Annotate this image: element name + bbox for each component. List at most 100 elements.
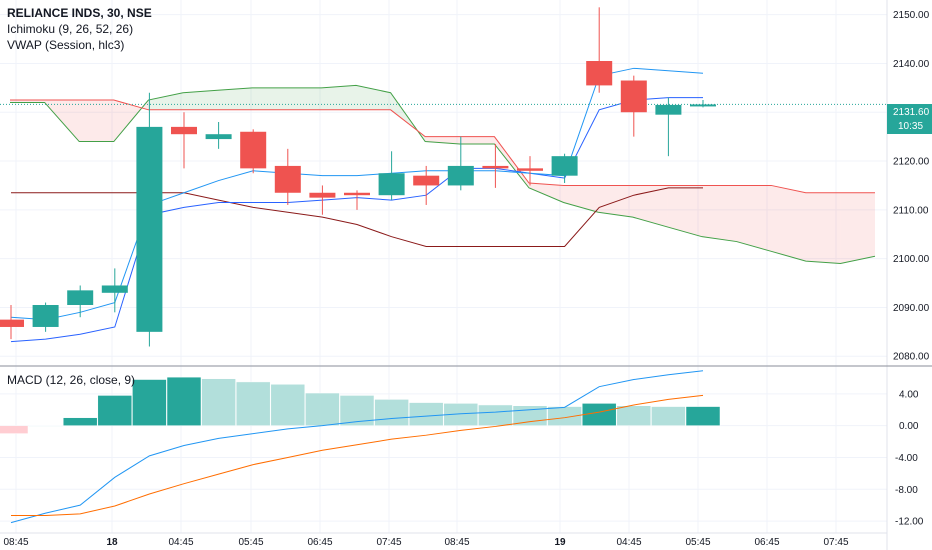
macd-histogram-bar	[478, 404, 513, 426]
time-tick-label: 06:45	[307, 537, 332, 548]
cloud-segment	[805, 192, 841, 264]
vwap-line	[10, 67, 704, 321]
span-a-line	[10, 84, 876, 265]
macd-histogram-bar	[374, 399, 409, 426]
macd-histogram-bar	[97, 395, 133, 426]
last-price-tag: 2131.60 10:35	[887, 104, 932, 134]
macd-tick-label: 0.00	[899, 421, 919, 432]
time-tick-label: 18	[106, 537, 118, 548]
cloud-segment	[632, 185, 668, 227]
last-price-tag-bg	[887, 104, 932, 134]
macd-histogram-bar	[408, 402, 444, 426]
macd-tick-label: -4.00	[895, 453, 918, 464]
candle-body	[551, 156, 578, 176]
cloud-segment	[183, 90, 218, 110]
base-line	[11, 187, 703, 247]
macd-histogram-bar	[201, 378, 236, 426]
cloud-segment	[459, 136, 495, 144]
macd-tick-label: -8.00	[895, 485, 918, 496]
macd-pane[interactable]	[0, 370, 721, 524]
symbol-title: RELIANCE INDS, 30, NSE	[7, 6, 152, 20]
cloud-segment	[702, 185, 737, 242]
candle-body	[67, 290, 94, 305]
time-tick-label: 07:45	[376, 537, 401, 548]
time-tick-label: 04:45	[616, 537, 641, 548]
cloud-segment	[252, 87, 287, 110]
macd-title[interactable]: MACD (12, 26, close, 9)	[7, 373, 136, 387]
cloud-segment	[217, 87, 253, 110]
cloud-segment	[113, 100, 149, 142]
signal-line	[11, 394, 704, 517]
candle-body	[517, 168, 543, 171]
price-tick-label: 2150.00	[893, 10, 930, 21]
macd-histogram-bar	[0, 425, 29, 434]
time-tick-label: 08:45	[444, 537, 469, 548]
time-tick-label: 08:45	[3, 537, 28, 548]
price-tick-label: 2090.00	[893, 303, 930, 314]
cloud-segment	[736, 185, 772, 252]
cloud-segment	[494, 136, 529, 188]
time-tick-label: 07:45	[823, 537, 848, 548]
price-tick-label: 2100.00	[893, 254, 930, 265]
candle-body	[171, 126, 197, 135]
candle-body	[344, 192, 370, 196]
macd-histogram-bar	[616, 405, 652, 426]
macd-histogram-bar	[235, 381, 271, 426]
cloud-segment	[529, 183, 564, 203]
macd-histogram-bar	[62, 417, 98, 426]
cloud-segment	[148, 92, 183, 110]
candle-body	[309, 192, 336, 198]
candle-body	[240, 131, 267, 169]
macd-histogram-bar	[166, 376, 202, 426]
cloud-segment	[356, 85, 391, 110]
span-b-line	[10, 99, 875, 194]
candle-body	[620, 80, 647, 113]
candle-body	[136, 126, 163, 332]
indicator-vwap[interactable]: VWAP (Session, hlc3)	[7, 38, 125, 52]
cloud-segment	[563, 185, 599, 213]
cloud-segment	[286, 87, 322, 110]
macd-histogram-bar	[547, 406, 582, 426]
candle-body	[586, 61, 613, 86]
candle-body	[690, 104, 716, 107]
macd-histogram-bar	[651, 406, 686, 426]
cloud-segment	[840, 192, 875, 264]
macd-tick-label: 4.00	[899, 389, 919, 400]
grid	[0, 0, 887, 533]
time-tick-label: 06:45	[754, 537, 779, 548]
countdown-label: 10:35	[898, 121, 923, 132]
candle-body	[101, 285, 128, 293]
macd-tick-label: -12.00	[895, 517, 924, 528]
price-tick-label: 2080.00	[893, 352, 930, 363]
cloud-segment	[79, 100, 114, 142]
macd-histogram-bar	[685, 406, 721, 426]
macd-histogram-bar	[305, 392, 340, 426]
candle-body	[482, 165, 509, 169]
cloud-segment	[771, 185, 806, 262]
candle-body	[0, 319, 24, 327]
time-tick-label: 05:45	[685, 537, 710, 548]
candle-body	[378, 173, 405, 196]
candle-body	[274, 165, 301, 193]
candle-body	[32, 305, 59, 327]
time-tick-label: 05:45	[238, 537, 263, 548]
candle-body	[447, 165, 474, 186]
time-tick-label: 19	[554, 537, 566, 548]
cloud-segment	[667, 185, 702, 237]
cloud-segment	[10, 100, 45, 103]
macd-line	[10, 370, 704, 524]
price-candles[interactable]	[0, 7, 716, 347]
candle-body	[413, 175, 440, 186]
macd-histogram-bar	[339, 395, 375, 426]
price-tick-label: 2140.00	[893, 59, 930, 70]
macd-histogram-bar	[270, 384, 306, 426]
indicator-ichimoku[interactable]: Ichimoku (9, 26, 52, 26)	[7, 22, 134, 36]
macd-histogram-bar	[132, 379, 167, 426]
candle-body	[205, 134, 232, 140]
price-tick-label: 2110.00	[893, 205, 929, 216]
time-tick-label: 04:45	[168, 537, 193, 548]
candle-body	[655, 104, 682, 115]
price-tick-label: 2120.00	[893, 157, 930, 168]
